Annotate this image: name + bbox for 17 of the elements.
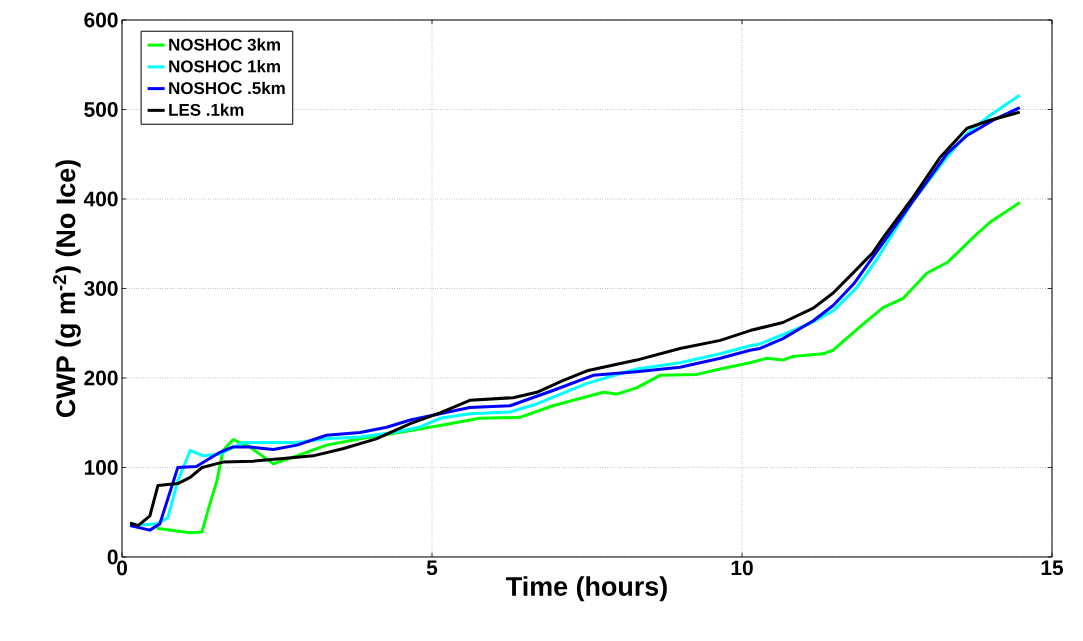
- y-tick-label: 0: [107, 549, 118, 565]
- legend-label: NOSHOC 1km: [169, 59, 280, 73]
- x-axis-title: Time (hours): [506, 576, 667, 602]
- x-tick-label: 15: [1041, 560, 1064, 576]
- legend-label: LES .1km: [169, 103, 244, 116]
- x-tick-label: 10: [731, 560, 753, 576]
- y-tick-label: 600: [84, 12, 118, 28]
- line-series: [155, 201, 1022, 535]
- x-tick-label: 5: [426, 560, 438, 576]
- y-tick-label: 200: [84, 370, 118, 386]
- legend-label: NOSHOC .5km: [169, 81, 285, 95]
- legend-label: NOSHOC 3km: [169, 38, 280, 51]
- y-tick-label: 300: [84, 281, 118, 296]
- y-tick-label: 400: [83, 191, 118, 207]
- y-tick-label: 500: [84, 102, 118, 117]
- y-axis-title: CWP (g m$^{-2}$) (No Ice): [52, 160, 81, 418]
- y-tick-label: 100: [84, 460, 118, 475]
